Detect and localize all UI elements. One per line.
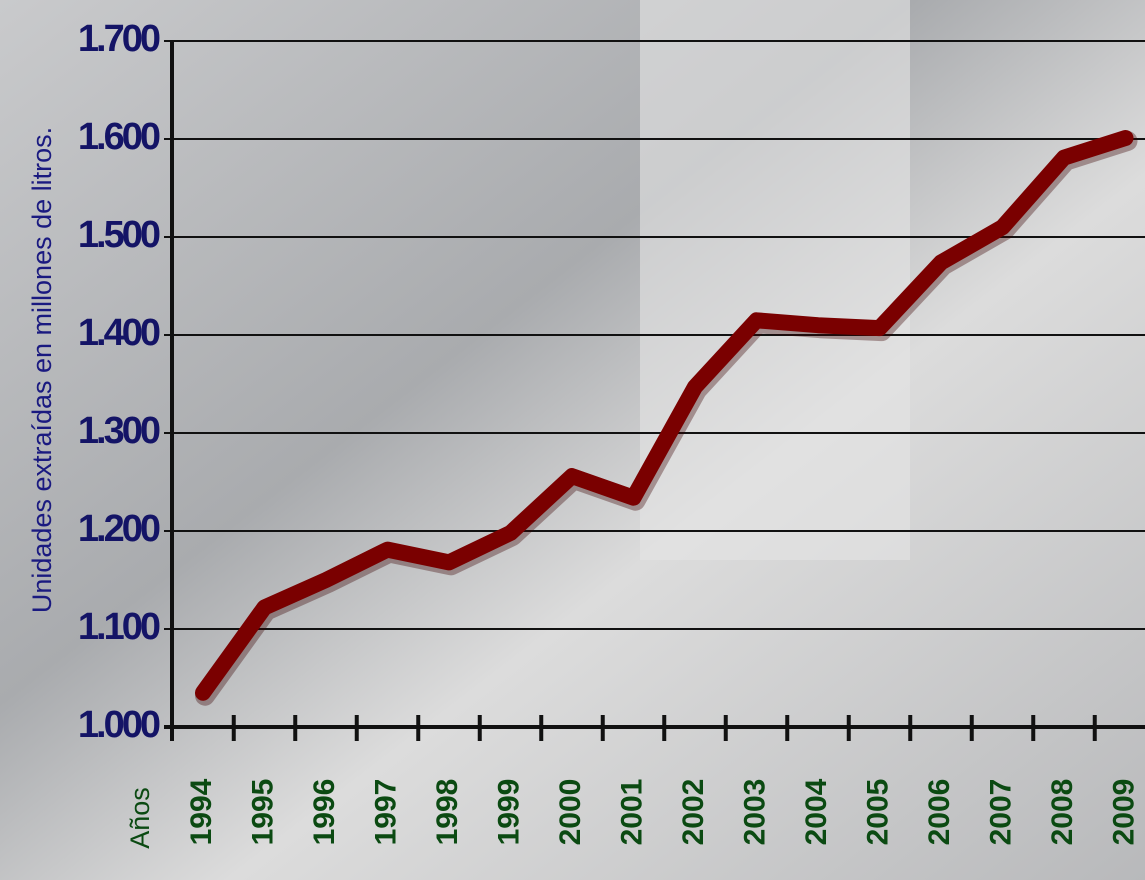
y-axis-title: Unidades extraídas en millones de litros… (27, 127, 57, 613)
y-tick-label: 1.500 (78, 214, 160, 256)
x-tick-label: 2008 (1046, 779, 1079, 846)
y-tick-label: 1.600 (78, 116, 160, 158)
x-tick-label: 2000 (554, 779, 587, 846)
background-shape (640, 0, 910, 560)
x-tick-label: 1999 (492, 779, 525, 846)
x-axis-title: Años (125, 787, 155, 849)
x-tick-label: 2002 (677, 779, 710, 846)
y-tick-label: 1.200 (78, 508, 160, 550)
x-tick-label: 2004 (800, 778, 833, 845)
y-tick-label: 1.300 (78, 410, 160, 452)
x-tick-label: 1998 (431, 779, 464, 846)
x-tick-label: 1997 (369, 779, 402, 846)
x-tick-label: 1994 (185, 778, 218, 845)
y-tick-label: 1.700 (78, 18, 160, 60)
page: Unidades extraídas en millones de litros… (0, 0, 1145, 880)
y-tick-label: 1.100 (78, 606, 160, 648)
x-tick-label: 2009 (1107, 779, 1140, 846)
x-tick-label: 1995 (246, 779, 279, 846)
y-tick-label: 1.000 (78, 704, 160, 746)
x-tick-label: 2007 (984, 779, 1017, 846)
x-tick-label: 1996 (308, 779, 341, 846)
x-tick-label: 2005 (861, 779, 894, 846)
y-tick-label: 1.400 (78, 312, 160, 354)
x-tick-label: 2003 (738, 779, 771, 846)
chart: Unidades extraídas en millones de litros… (0, 0, 1145, 880)
x-tick-label: 2006 (923, 779, 956, 846)
x-tick-label: 2001 (615, 779, 648, 846)
